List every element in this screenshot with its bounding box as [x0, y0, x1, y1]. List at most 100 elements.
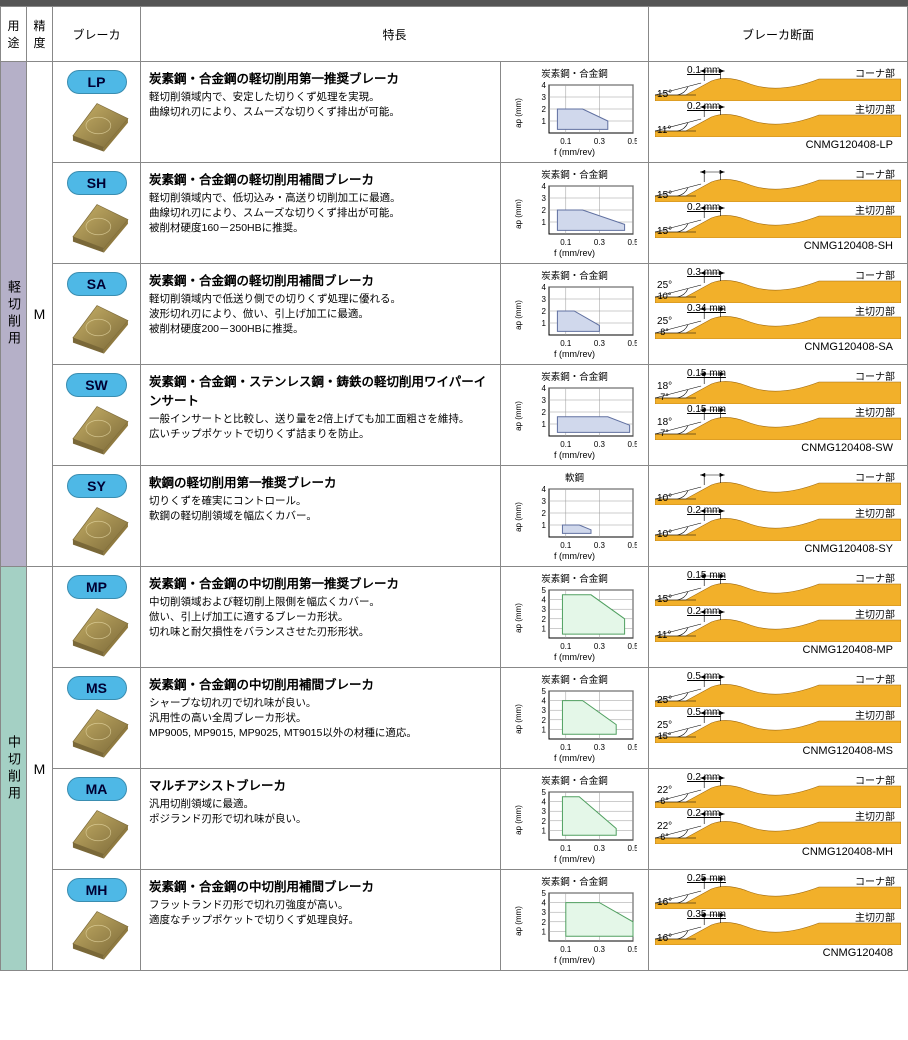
cross-label: コーナ部: [855, 65, 895, 80]
header-use: 用途: [1, 7, 27, 62]
cross-angle: 25°8°: [657, 316, 672, 338]
breaker-badge: MP: [67, 575, 127, 599]
cross-angle: 15°: [657, 190, 672, 201]
chart-xlabel: f (mm/rev): [503, 955, 646, 965]
cross-angle: 16°: [657, 933, 672, 944]
cross-dim: 0.2 mm: [687, 505, 720, 516]
desc-title: 炭素鋼・合金鋼の中切削用補間ブレーカ: [149, 876, 492, 895]
svg-text:0.3: 0.3: [593, 440, 605, 449]
svg-text:2: 2: [541, 918, 546, 927]
cross-cell: 22°6° 0.2 mm コーナ部 22°6° 0.2 mm 主切刃部 CNMG…: [649, 769, 908, 870]
cross-label: 主切刃部: [855, 707, 895, 722]
cross-section: 25°10° 0.3 mm コーナ部: [655, 267, 901, 303]
desc-line: 被削材硬度200－300HBに推奨。: [149, 322, 492, 337]
insert-image: [57, 601, 136, 663]
desc-line: 切りくずを確実にコントロール。: [149, 494, 492, 509]
chart-title: 炭素鋼・合金鋼: [503, 672, 646, 686]
part-number: CNMG120408: [655, 947, 901, 959]
desc-line: ポジランド刃形で切れ味が良い。: [149, 812, 492, 827]
breaker-cell: SW: [53, 365, 141, 466]
cross-angle: 22°6°: [657, 785, 672, 807]
desc-line: 軽切削領域内で、安定した切りくず処理を実現。: [149, 90, 492, 105]
breaker-cell: SH: [53, 163, 141, 264]
cross-label: コーナ部: [855, 873, 895, 888]
cross-section: 25° 0.5 mm コーナ部: [655, 671, 901, 707]
cross-section: 25°8° 0.34 mm 主切刃部: [655, 303, 901, 339]
breaker-cell: MS: [53, 668, 141, 769]
svg-text:5: 5: [541, 889, 546, 898]
chart-title: 炭素鋼・合金鋼: [503, 571, 646, 585]
part-number: CNMG120408-LP: [655, 139, 901, 151]
chart-xlabel: f (mm/rev): [503, 349, 646, 359]
desc-line: 倣い、引上げ加工に適するブレーカ形状。: [149, 610, 492, 625]
description-cell: 炭素鋼・合金鋼の中切削用第一推奨ブレーカ中切削領域および軽切削上限側を幅広くカバ…: [141, 567, 501, 668]
chart-cell: 炭素鋼・合金鋼 ap (mm) 0.10.30.512345 f (mm/rev…: [501, 668, 649, 769]
cross-label: 主切刃部: [855, 202, 895, 217]
desc-title: 炭素鋼・合金鋼の軽切削用補間ブレーカ: [149, 169, 492, 188]
svg-text:0.3: 0.3: [593, 137, 605, 146]
breaker-cell: SA: [53, 264, 141, 365]
cross-label: コーナ部: [855, 671, 895, 686]
breaker-cell: MP: [53, 567, 141, 668]
cross-dim: 0.15 mm: [687, 404, 726, 415]
cross-section: 16° 0.35 mm 主切刃部: [655, 909, 901, 945]
svg-text:2: 2: [541, 307, 546, 316]
svg-text:2: 2: [541, 716, 546, 725]
cross-cell: 15° 0.15 mm コーナ部 11° 0.2 mm 主切刃部 CNMG120…: [649, 567, 908, 668]
insert-image: [57, 702, 136, 764]
part-number: CNMG120408-MS: [655, 745, 901, 757]
desc-line: 波形切れ刃により、倣い、引上げ加工に最適。: [149, 307, 492, 322]
cross-label: コーナ部: [855, 772, 895, 787]
breaker-cell: LP: [53, 62, 141, 163]
svg-text:0.1: 0.1: [560, 440, 572, 449]
breaker-badge: SH: [67, 171, 127, 195]
cross-dim: 0.1 mm: [687, 65, 720, 76]
chart-cell: 軟鋼 ap (mm) 0.10.30.51234 f (mm/rev): [501, 466, 649, 567]
grade-cell: M: [27, 567, 53, 971]
insert-image: [57, 96, 136, 158]
table-row: SW 炭素鋼・合金鋼・ステンレス鋼・鋳鉄の軽切削用ワイパーインサート一般インサー…: [1, 365, 908, 466]
cross-section: 22°6° 0.2 mm コーナ部: [655, 772, 901, 808]
cross-label: コーナ部: [855, 368, 895, 383]
cross-angle: 10°: [657, 529, 672, 540]
svg-text:0.5: 0.5: [627, 339, 637, 348]
cross-label: コーナ部: [855, 469, 895, 484]
svg-text:3: 3: [541, 807, 546, 816]
part-number: CNMG120408-SA: [655, 341, 901, 353]
chart-xlabel: f (mm/rev): [503, 147, 646, 157]
svg-text:ap (mm): ap (mm): [514, 199, 523, 229]
svg-text:ap (mm): ap (mm): [514, 704, 523, 734]
svg-text:0.1: 0.1: [560, 541, 572, 550]
cross-section: 11° 0.2 mm 主切刃部: [655, 101, 901, 137]
description-cell: 炭素鋼・合金鋼の中切削用補間ブレーカシャープな切れ刃で切れ味が良い。汎用性の高い…: [141, 668, 501, 769]
header-breaker: ブレーカ: [53, 7, 141, 62]
svg-text:3: 3: [541, 908, 546, 917]
svg-text:4: 4: [541, 485, 546, 494]
cross-cell: 10° コーナ部 10° 0.2 mm 主切刃部 CNMG120408-SY: [649, 466, 908, 567]
svg-text:ap (mm): ap (mm): [514, 603, 523, 633]
desc-line: 軽切削領域内で、低切込み・高送り切削加工に最適。: [149, 191, 492, 206]
description-cell: 炭素鋼・合金鋼の中切削用補間ブレーカフラットランド刃形で切れ刃強度が高い。適度な…: [141, 870, 501, 971]
svg-text:3: 3: [541, 706, 546, 715]
chart-xlabel: f (mm/rev): [503, 753, 646, 763]
svg-text:3: 3: [541, 605, 546, 614]
chart-cell: 炭素鋼・合金鋼 ap (mm) 0.10.30.51234 f (mm/rev): [501, 62, 649, 163]
svg-text:4: 4: [541, 798, 546, 807]
svg-text:2: 2: [541, 817, 546, 826]
insert-image: [57, 803, 136, 865]
cross-section: 15° 0.1 mm コーナ部: [655, 65, 901, 101]
insert-image: [57, 904, 136, 966]
desc-line: 適度なチップポケットで切りくず処理良好。: [149, 913, 492, 928]
svg-text:0.3: 0.3: [593, 743, 605, 752]
cross-label: コーナ部: [855, 570, 895, 585]
cross-angle: 15°: [657, 226, 672, 237]
cross-dim: 0.35 mm: [687, 909, 726, 920]
header-grade: 精度: [27, 7, 53, 62]
part-number: CNMG120408-SW: [655, 442, 901, 454]
chart-title: 炭素鋼・合金鋼: [503, 369, 646, 383]
description-cell: 炭素鋼・合金鋼・ステンレス鋼・鋳鉄の軽切削用ワイパーインサート一般インサートと比…: [141, 365, 501, 466]
cross-dim: 0.2 mm: [687, 202, 720, 213]
svg-text:1: 1: [541, 725, 546, 734]
cross-dim: 0.2 mm: [687, 808, 720, 819]
cross-cell: 16° 0.25 mm コーナ部 16° 0.35 mm 主切刃部 CNMG12…: [649, 870, 908, 971]
